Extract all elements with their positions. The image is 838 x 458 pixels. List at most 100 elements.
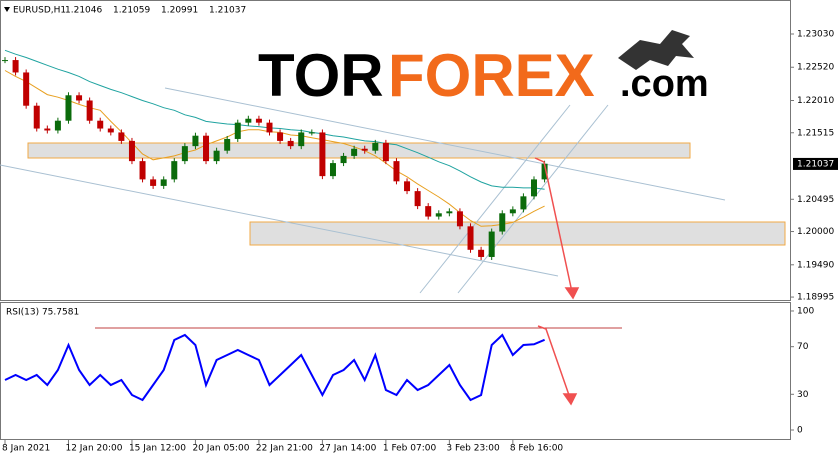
candle-body [277,132,284,141]
y-tick-label: 1.19490 [797,260,834,270]
candle-body [393,161,400,182]
candle-body [139,161,146,180]
candle-body [255,118,262,123]
candle-body [97,120,104,129]
candle-body [531,179,537,197]
y-tick-label: 1.18995 [797,293,834,303]
x-tick-label: 15 Jan 12:00 [129,444,186,454]
y-tick-label: 0 [797,426,803,436]
y-tick-label: 1.22520 [797,63,834,73]
candle-body [488,231,495,257]
candle-body [372,142,379,151]
x-tick-label: 1 Feb 07:00 [383,444,437,454]
ohlc-low: 1.20991 [161,6,198,16]
ohlc-close: 1.21037 [209,6,246,16]
logo-text: TOR [258,42,384,109]
y-tick-label: 70 [797,342,809,352]
candle-body [467,226,474,250]
candle-body [86,100,93,121]
candle-body [509,209,516,214]
candle-body [287,140,294,147]
y-tick-label: 30 [797,390,809,400]
candle-body [245,118,252,123]
x-tick-label: 20 Jan 05:00 [192,444,249,454]
y-tick-label: 1.22010 [797,96,834,106]
symbol: EURUSD,H1 [13,6,66,16]
moving-average [4,49,545,190]
candle-body [298,132,305,147]
price-tag [793,157,838,170]
candle-body [150,179,157,186]
candle-body [181,146,188,162]
x-tick-label: 27 Jan 14:00 [319,444,376,454]
logo-text: FOREX [388,42,595,109]
candle-body [425,206,432,217]
candle-body [192,135,199,147]
candle-body [266,122,273,133]
y-tick-label: 1.20495 [797,195,834,205]
candle-body [118,132,125,141]
candle-body [520,196,527,210]
y-tick-label: 1.21515 [797,128,834,138]
candle-body [44,128,51,131]
candle-body [404,181,411,192]
candle-body [2,60,8,62]
candle-body [234,122,241,139]
candle-body [33,105,40,129]
candle-body [171,161,178,180]
candle-body [107,128,114,133]
moving-average [4,70,545,227]
candle-body [76,95,83,101]
candle-body [54,120,61,131]
x-tick-label: 8 Feb 16:00 [510,444,564,454]
y-tick-label: 1.20000 [797,227,834,237]
channel-line [419,104,571,294]
ohlc-high: 1.21059 [113,6,150,16]
arrow-head [562,393,578,406]
channel-lines [0,87,726,294]
channel-line [457,104,609,294]
candle-body [340,155,347,164]
y-tick-label: 1.23030 [797,29,834,39]
forecast-arrows [95,157,622,406]
x-tick-label: 12 Jan 20:00 [65,444,122,454]
x-tick-label: 22 Jan 21:00 [256,444,313,454]
price-tag-label: 1.21037 [797,159,834,169]
candle-body [446,211,453,214]
logo: TOR FOREX .com [258,30,709,109]
arrow [534,157,573,293]
resistance-zone [27,142,691,159]
channel-line [164,87,726,201]
rsi-title: RSI(13) 75.7581 [6,308,79,318]
price-frame [0,0,791,301]
candle-body [456,211,463,227]
candle-body [435,213,442,217]
plot: 8 Jan 2021 12 Jan 20:00 15 Jan 12:00 20 Jan… [2,29,838,454]
candle-body [12,60,19,73]
candle-body [160,179,167,186]
candle-body [351,148,358,156]
channel-line [0,164,559,277]
candle-body [65,95,72,121]
candle-body [499,213,506,232]
logo-text: .com [620,63,709,105]
candle-body [308,132,315,134]
candle-body [478,249,485,257]
candle-body [213,150,220,162]
candle-body [23,72,30,106]
candle-body [128,140,135,162]
x-tick-label: 8 Jan 2021 [2,444,50,454]
ohlc-open: 1.21046 [65,6,102,16]
candle-body [319,132,326,177]
bull-icon [618,30,694,70]
candle-body [414,191,421,207]
candle-body [382,142,389,162]
y-tick-label: 100 [797,306,814,316]
arrow-head [564,287,580,300]
support-zone [249,221,786,246]
header-icon [4,7,10,12]
rsi-line [4,333,545,402]
candle-body [541,163,548,180]
candle-body [224,138,231,151]
